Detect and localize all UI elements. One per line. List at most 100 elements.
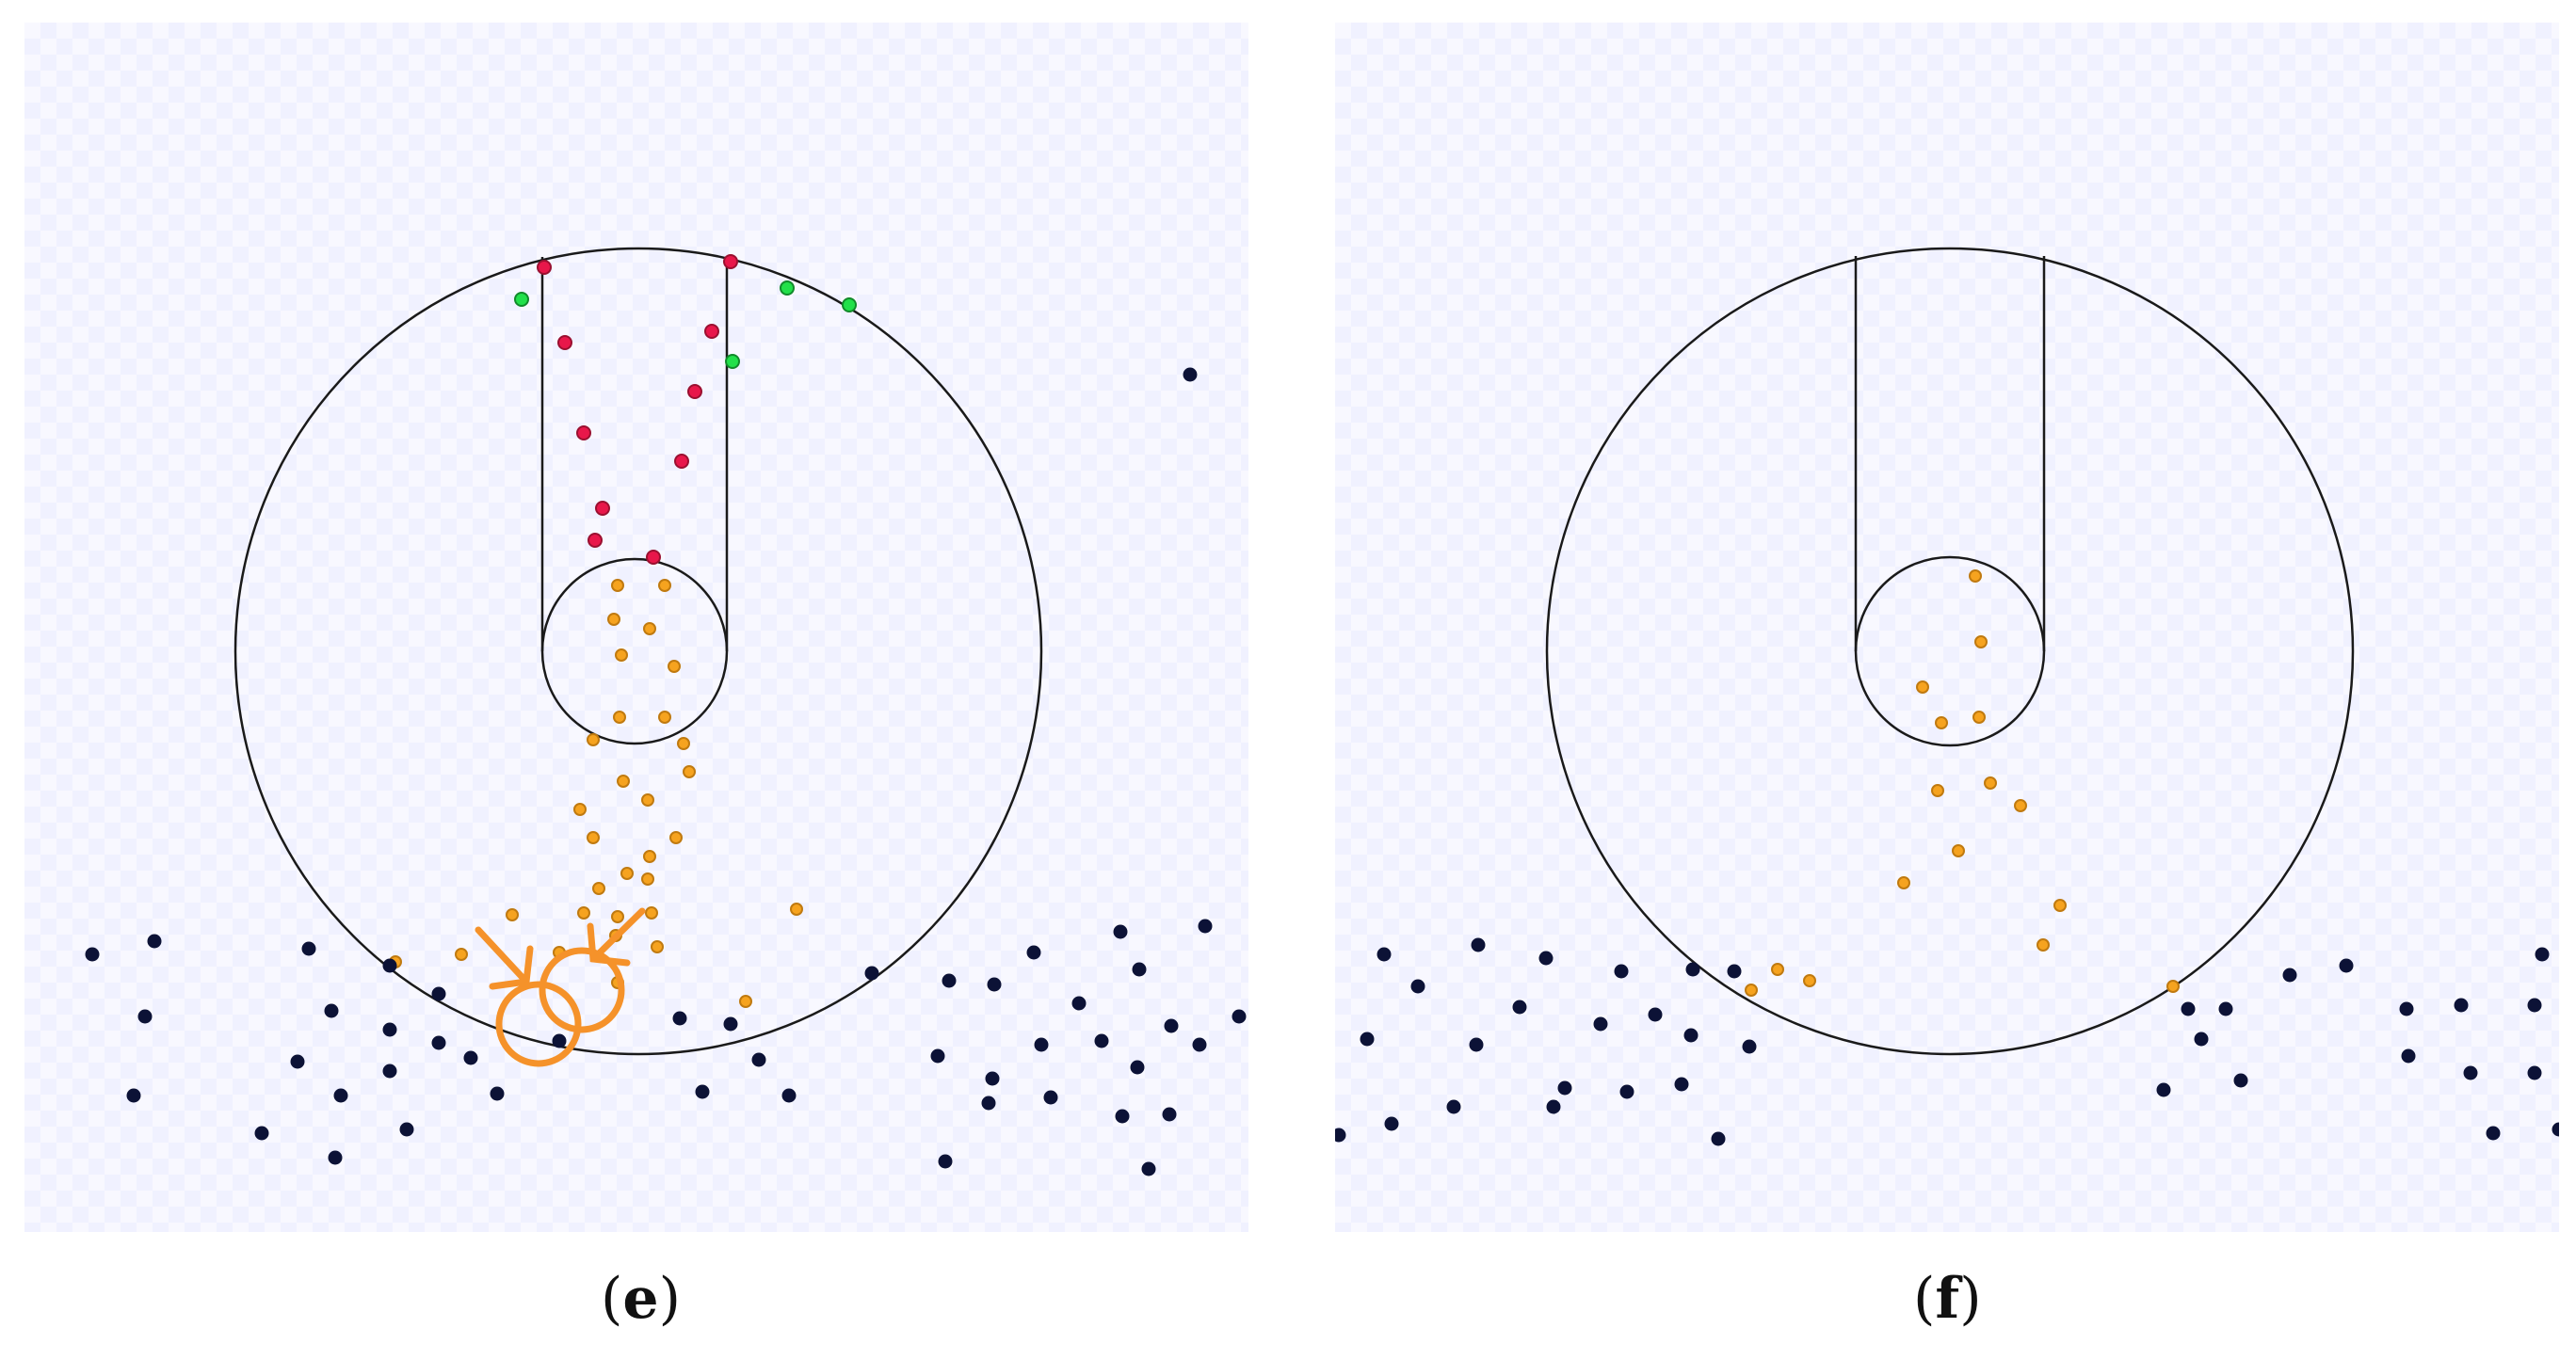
particle-dark-e-41 bbox=[695, 1084, 710, 1099]
particle-dark-e-9 bbox=[431, 1035, 446, 1050]
particle-orange-e-12 bbox=[617, 775, 630, 788]
particle-orange-f-11 bbox=[2053, 899, 2067, 912]
particle-green-e-1 bbox=[514, 292, 529, 307]
particle-orange-f-2 bbox=[1974, 635, 1988, 648]
particle-dark-f-28 bbox=[2282, 968, 2297, 983]
particle-orange-e-17 bbox=[641, 872, 654, 886]
particle-orange-e-29 bbox=[455, 948, 468, 961]
particle-dark-e-19 bbox=[864, 966, 879, 981]
particle-dark-e-18 bbox=[328, 1150, 343, 1165]
particle-orange-e-8 bbox=[658, 711, 671, 724]
panel-f-diagram bbox=[1335, 247, 2559, 1146]
particle-dark-f-15 bbox=[1557, 1080, 1572, 1096]
particle-dark-f-9 bbox=[1648, 1007, 1663, 1022]
particle-dark-f-34 bbox=[2527, 998, 2542, 1013]
particle-dark-f-26 bbox=[2156, 1082, 2171, 1097]
particle-dark-f-13 bbox=[1593, 1016, 1608, 1032]
particle-green-e-4 bbox=[725, 354, 740, 369]
particle-green-e-2 bbox=[780, 280, 795, 296]
particle-dark-e-1 bbox=[85, 947, 100, 962]
particle-red-e-7 bbox=[595, 501, 610, 516]
particle-red-e-4 bbox=[704, 324, 719, 339]
particle-dark-e-16 bbox=[254, 1126, 269, 1141]
geometry-f bbox=[1545, 247, 2355, 1056]
particle-red-e-2 bbox=[723, 254, 738, 269]
particle-dark-e-6 bbox=[137, 1009, 153, 1024]
particle-red-e-5 bbox=[576, 425, 591, 440]
particle-dark-e-24 bbox=[1113, 924, 1128, 939]
panel-e-simulation bbox=[24, 23, 1248, 1232]
particle-orange-f-1 bbox=[1969, 569, 1982, 583]
highlight-markers-e bbox=[475, 907, 646, 1067]
particle-orange-e-21 bbox=[577, 906, 590, 920]
inner-circle-f bbox=[1854, 555, 2046, 747]
particle-orange-e-26 bbox=[506, 908, 519, 921]
particle-dark-e-35 bbox=[981, 1096, 996, 1111]
particle-orange-e-6 bbox=[668, 660, 681, 673]
particle-orange-e-7 bbox=[613, 711, 626, 724]
particle-dark-e-15 bbox=[490, 1086, 505, 1101]
particle-dark-e-25 bbox=[1132, 962, 1147, 977]
particle-dark-f-20 bbox=[1546, 1099, 1561, 1114]
particle-dark-f-24 bbox=[2218, 1001, 2233, 1016]
particle-dark-f-30 bbox=[2399, 1001, 2414, 1016]
particle-dark-e-32 bbox=[985, 1071, 1000, 1086]
particle-dark-e-33 bbox=[1130, 1060, 1145, 1075]
particle-dark-f-36 bbox=[2535, 947, 2550, 962]
highlight-circle-right bbox=[539, 947, 625, 1033]
particle-dark-e-4 bbox=[382, 958, 397, 973]
inner-circle-e bbox=[540, 557, 729, 745]
particle-dark-f-10 bbox=[1683, 1028, 1699, 1043]
particle-orange-f-10 bbox=[1897, 876, 1910, 889]
particle-dark-e-47 bbox=[672, 1011, 687, 1026]
particle-dark-f-16 bbox=[1619, 1084, 1634, 1099]
caption-f: (f) bbox=[1913, 1266, 1982, 1332]
particle-orange-e-2 bbox=[658, 579, 671, 592]
particle-dark-f-6 bbox=[1727, 964, 1742, 979]
particle-orange-f-12 bbox=[2037, 938, 2050, 952]
outer-circle-f bbox=[1545, 247, 2355, 1056]
particle-dark-e-7 bbox=[324, 1003, 339, 1018]
particle-dark-e-39 bbox=[938, 1154, 953, 1169]
particle-dark-e-43 bbox=[751, 1052, 766, 1067]
particle-orange-f-5 bbox=[1972, 711, 1986, 724]
particles-red-e bbox=[537, 254, 738, 565]
particle-dark-e-11 bbox=[382, 1064, 397, 1079]
particle-dark-e-2 bbox=[147, 934, 162, 949]
particle-orange-e-16 bbox=[643, 850, 656, 863]
particle-orange-f-16 bbox=[2166, 980, 2180, 993]
particle-dark-f-23 bbox=[2181, 1001, 2196, 1016]
particle-orange-e-11 bbox=[683, 765, 696, 778]
particle-red-e-9 bbox=[588, 533, 603, 548]
particle-dark-e-20 bbox=[942, 973, 957, 988]
particle-dark-e-36 bbox=[1043, 1090, 1058, 1105]
particle-dark-f-14 bbox=[1742, 1039, 1757, 1054]
particle-dark-f-21 bbox=[1335, 1128, 1346, 1143]
particle-orange-e-20 bbox=[592, 882, 605, 895]
particle-orange-e-22 bbox=[611, 910, 624, 923]
particle-dark-f-35 bbox=[2527, 1065, 2542, 1080]
particle-dark-f-18 bbox=[1446, 1099, 1461, 1114]
particle-dark-e-45 bbox=[1183, 367, 1198, 382]
particle-dark-f-38 bbox=[2552, 1122, 2559, 1137]
caption-f-letter: f bbox=[1935, 1266, 1960, 1332]
particle-dark-f-4 bbox=[1614, 964, 1629, 979]
particle-dark-f-19 bbox=[1384, 1116, 1399, 1131]
outer-circle-e bbox=[233, 247, 1043, 1056]
particle-orange-f-6 bbox=[1931, 784, 1944, 797]
particle-orange-f-7 bbox=[1984, 776, 1997, 790]
particle-dark-e-26 bbox=[1198, 919, 1213, 934]
particle-red-e-10 bbox=[646, 550, 661, 565]
particle-dark-e-12 bbox=[463, 1050, 478, 1065]
particle-orange-e-3 bbox=[607, 613, 620, 626]
particle-red-e-6 bbox=[687, 384, 702, 399]
particle-orange-e-18 bbox=[669, 831, 683, 844]
caption-e: (e) bbox=[601, 1266, 682, 1332]
particle-dark-e-34 bbox=[1192, 1037, 1207, 1052]
particle-dark-f-1 bbox=[1377, 947, 1392, 962]
particle-dark-f-22 bbox=[1711, 1131, 1726, 1146]
particle-orange-f-3 bbox=[1916, 680, 1929, 694]
particle-dark-e-37 bbox=[1115, 1109, 1130, 1124]
particles-orange-f bbox=[1745, 569, 2180, 997]
arrow-right-icon bbox=[587, 907, 646, 967]
